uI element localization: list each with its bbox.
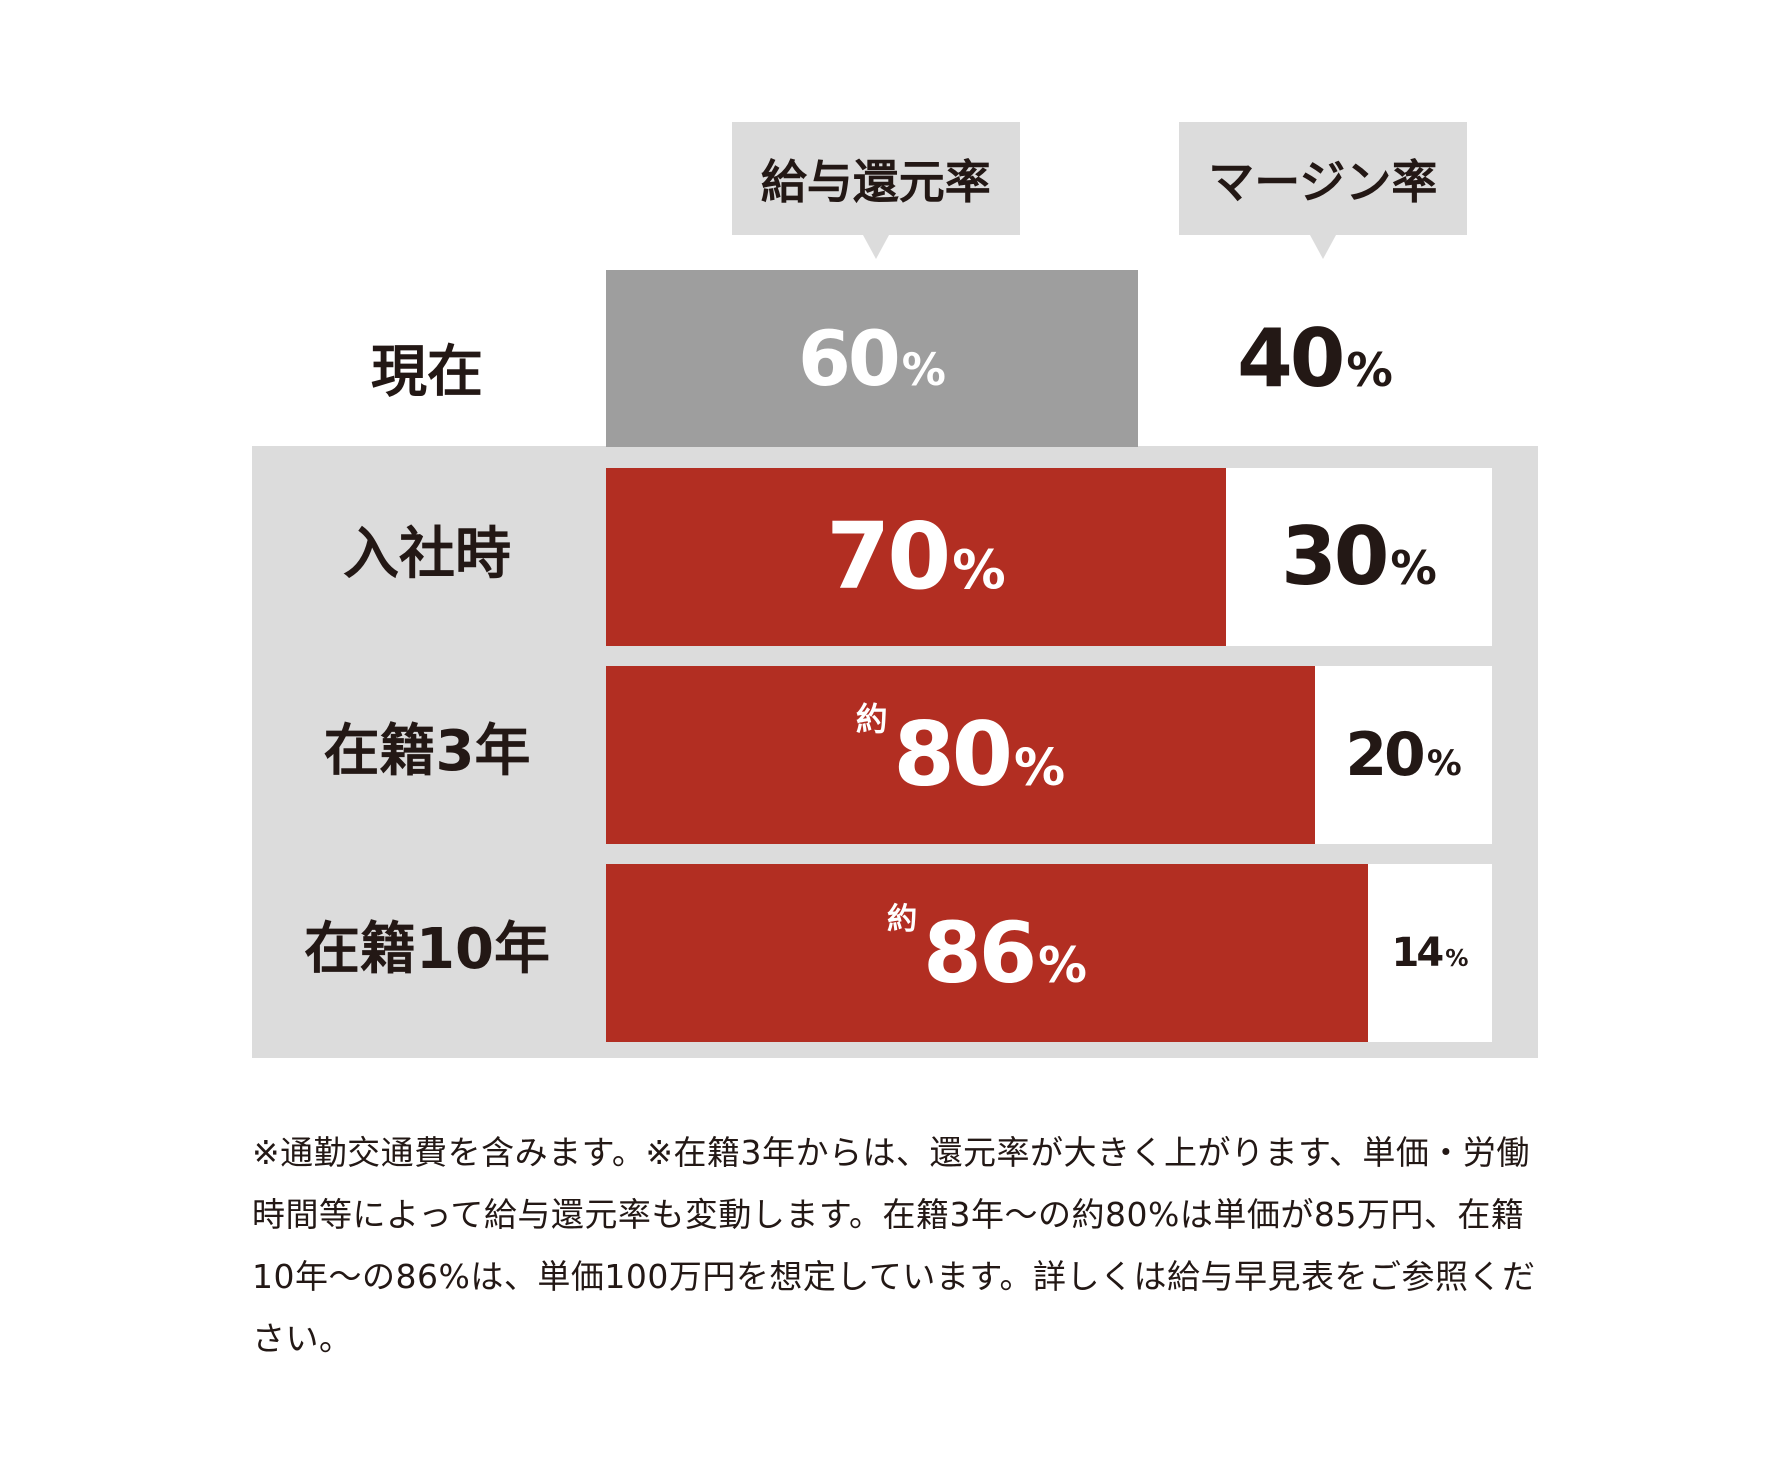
margin-bar: 30% bbox=[1226, 468, 1492, 646]
salary-value-unit: % bbox=[952, 538, 1006, 601]
margin-bar: 20% bbox=[1315, 666, 1492, 844]
margin-bar: 40% bbox=[1138, 270, 1492, 447]
salary-bar: 70% bbox=[606, 468, 1226, 646]
legend-pointer bbox=[1309, 235, 1336, 259]
salary-value-prefix: 約 bbox=[887, 902, 918, 937]
salary-value-unit: % bbox=[1014, 739, 1066, 798]
margin-value: 30% bbox=[1281, 517, 1437, 597]
margin-value-unit: % bbox=[1346, 342, 1393, 397]
legend-salary-return-rate: 給与還元率 bbox=[731, 122, 1020, 235]
row-label: 在籍10年 bbox=[304, 917, 550, 982]
salary-value: 約80% bbox=[856, 704, 1066, 799]
salary-value-number: 70 bbox=[826, 503, 951, 610]
legend-margin-rate: マージン率 bbox=[1178, 122, 1467, 235]
salary-value: 約86% bbox=[887, 904, 1087, 995]
margin-value-number: 30 bbox=[1281, 510, 1389, 603]
margin-value: 40% bbox=[1237, 318, 1393, 399]
footnote: ※通勤交通費を含みます。※在籍3年からは、還元率が大きく上がります、単価・労働時… bbox=[252, 1133, 1536, 1358]
salary-bar: 60% bbox=[606, 270, 1138, 447]
salary-value: 70% bbox=[826, 511, 1006, 603]
salary-value: 60% bbox=[798, 320, 946, 397]
salary-value-number: 80 bbox=[893, 703, 1013, 806]
salary-value-prefix: 約 bbox=[855, 702, 888, 738]
margin-value: 14% bbox=[1392, 933, 1469, 973]
margin-value: 20% bbox=[1345, 725, 1461, 785]
salary-bar: 約86% bbox=[606, 864, 1368, 1042]
margin-value-number: 20 bbox=[1345, 720, 1425, 790]
salary-value-number: 86 bbox=[923, 904, 1037, 1002]
legend-pointer bbox=[862, 235, 889, 259]
salary-bar: 約80% bbox=[606, 666, 1315, 844]
margin-value-unit: % bbox=[1445, 945, 1469, 972]
margin-value-unit: % bbox=[1426, 744, 1462, 784]
margin-bar: 14% bbox=[1368, 864, 1492, 1042]
row-label: 現在 bbox=[371, 340, 483, 405]
row-label: 在籍3年 bbox=[323, 719, 531, 784]
salary-value-unit: % bbox=[1038, 938, 1087, 994]
salary-value-number: 60 bbox=[798, 313, 901, 403]
margin-value-number: 14 bbox=[1391, 930, 1445, 976]
salary-value-unit: % bbox=[901, 344, 946, 396]
margin-value-unit: % bbox=[1390, 541, 1437, 595]
row-label: 入社時 bbox=[343, 522, 511, 587]
margin-value-number: 40 bbox=[1237, 311, 1345, 405]
